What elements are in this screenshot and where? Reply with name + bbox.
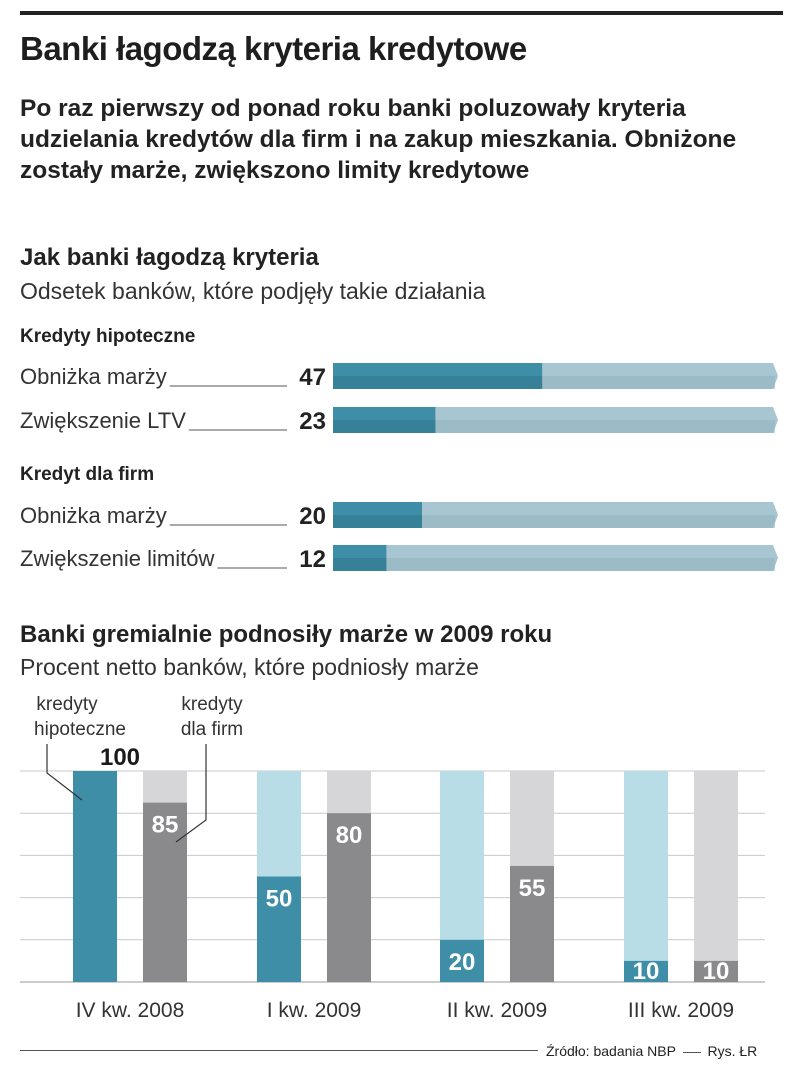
hbar-bar [333, 502, 422, 528]
legend-series2-line1: kredyty [181, 694, 243, 715]
hbar-chart-title: Jak banki łagodzą kryteria [20, 244, 319, 271]
legend-series2-line2: dla firm [181, 719, 243, 740]
hbar-track-shade [333, 515, 775, 528]
hbar-category-label: Zwiększenie LTV [20, 408, 186, 433]
vbar-chart-subtitle: Procent netto banków, które podniosły ma… [20, 654, 479, 680]
hbar-bar-shade [333, 376, 543, 389]
vbar-value-label: 10 [703, 958, 730, 985]
vbar-value-label: 50 [266, 886, 293, 913]
hbar-value-label: 20 [299, 503, 326, 530]
hbar-category-label: Obniżka marży [20, 364, 167, 389]
vbar-track [624, 771, 668, 982]
vbar-bar [143, 802, 187, 982]
vbar-category-label: II kw. 2009 [447, 999, 547, 1022]
source-separator [682, 1051, 701, 1053]
legend-series2-pointer [175, 744, 207, 843]
source-text: Źródło: badania NBP [546, 1043, 676, 1059]
vbar-value-label: 10 [633, 958, 660, 985]
vbar-value-label: 80 [336, 822, 363, 849]
top-rule [20, 11, 783, 15]
credit-text: Rys. ŁR [707, 1043, 758, 1059]
vbar-bar [624, 960, 668, 982]
hbar-group-title-business: Kredyt dla firm [20, 464, 155, 485]
vbar-value-label: 100 [100, 744, 140, 771]
hbar-bar-shade [333, 558, 387, 571]
hbar-bar [333, 407, 436, 433]
hbar-value-label: 47 [299, 364, 326, 391]
hbar-value-label: 23 [299, 408, 326, 435]
legend-series1-pointer [46, 744, 83, 801]
vbar-value-label: 55 [519, 875, 546, 902]
legend-series1-line1: kredyty [36, 694, 98, 715]
vbar-value-label: 85 [152, 812, 179, 839]
vbar-category-label: III kw. 2009 [628, 999, 734, 1022]
vbar-bar [327, 813, 371, 982]
hbar-chart-subtitle: Odsetek banków, które podjęły takie dzia… [20, 278, 486, 304]
vbar-bar [694, 960, 738, 982]
vbar-category-label: I kw. 2009 [267, 999, 362, 1022]
vbar-bar [510, 865, 554, 982]
vbar-category-label: IV kw. 2008 [76, 999, 185, 1022]
vbar-chart-title: Banki gremialnie podnosiły marże w 2009 … [20, 621, 553, 648]
hbar-bar-shade [333, 420, 436, 433]
legend-series1-line2: hipoteczne [34, 719, 126, 740]
infographic-title: Banki łagodzą kryteria kredytowe [20, 30, 527, 67]
vbar-value-label: 20 [449, 949, 476, 976]
lead-text: Po raz pierwszy od ponad roku banki polu… [20, 95, 737, 184]
hbar-value-label: 12 [299, 546, 326, 573]
source-line: Źródło: badania NBP Rys. ŁR [546, 1043, 757, 1059]
vbar-bar [257, 876, 301, 982]
hbar-category-label: Zwiększenie limitów [20, 546, 214, 571]
hbar-group-title-mortgage: Kredyty hipoteczne [20, 326, 196, 347]
hbar-bar [333, 363, 543, 389]
hbar-bar [333, 545, 387, 571]
vbar-track [694, 771, 738, 982]
hbar-bar-shade [333, 515, 422, 528]
vbar-bar [73, 771, 117, 982]
vbar-bar [440, 939, 484, 982]
hbar-category-label: Obniżka marży [20, 503, 167, 528]
source-rule-left [20, 1050, 538, 1051]
hbar-track-shade [333, 420, 775, 433]
hbar-track-shade [333, 558, 775, 571]
